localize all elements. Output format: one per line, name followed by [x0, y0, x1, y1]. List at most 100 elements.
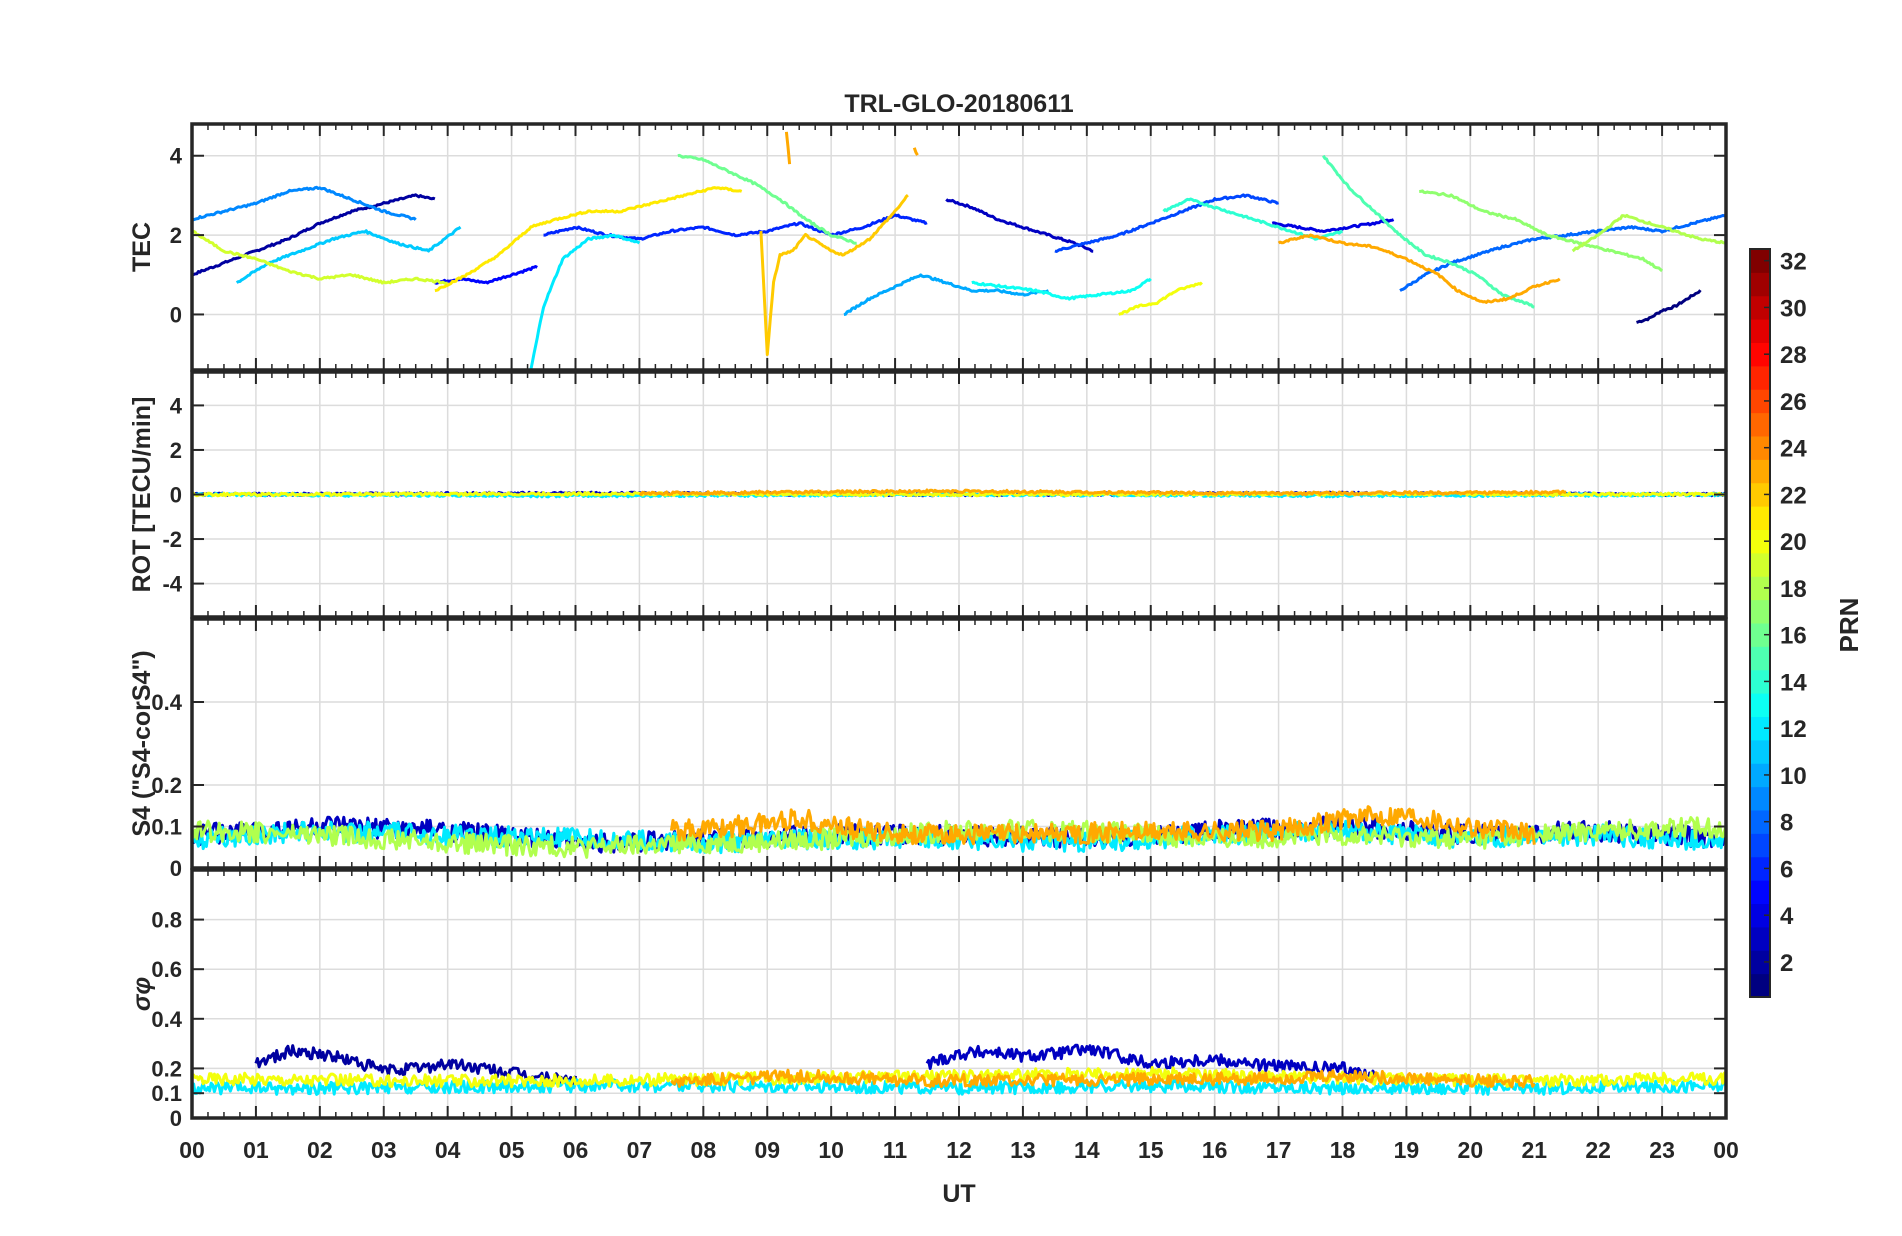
series-line-prn-11	[235, 225, 462, 284]
x-axis: 00 01 02 03 04 05 06 07 08 09 10 11 12 13 14 15 16 17 18 19…	[179, 1137, 1739, 1163]
colorbar-tick-label: 8	[1780, 810, 1793, 837]
sigma-phi-panel: 00.10.2 0.4 0.6 0.8 σφ	[128, 868, 1728, 1131]
colorbar-segment	[1750, 623, 1770, 647]
x-tick-label: 10	[818, 1137, 844, 1163]
x-tick-label: 08	[691, 1137, 717, 1163]
colorbar-tick-label: 16	[1780, 623, 1807, 650]
y-tick-label: 0.2	[151, 773, 182, 798]
series-line-prn-7	[1054, 193, 1279, 253]
series-line-prn-23	[784, 131, 792, 165]
x-tick-label: 20	[1458, 1137, 1484, 1163]
series-line-prn-23	[638, 488, 1567, 497]
colorbar-segment	[1750, 482, 1770, 507]
x-tick-label: 00	[179, 1137, 205, 1163]
series-line-prn-9	[192, 185, 417, 222]
colorbar-tick-label: 10	[1780, 763, 1807, 790]
y-tick-label: 0	[170, 302, 182, 327]
colorbar-segment	[1750, 436, 1770, 460]
colorbar-tick-label: 30	[1780, 295, 1807, 322]
x-axis-label: UT	[942, 1180, 975, 1208]
series-line-prn-16	[677, 153, 857, 245]
y-tick-label: 2	[170, 223, 182, 248]
colorbar-tick-label: 6	[1780, 856, 1793, 883]
y-axis-label: TEC	[128, 222, 156, 272]
colorbar-segment	[1750, 319, 1770, 343]
rot-panel: -4 -2 0 2 4 ROT [TECU/min]	[128, 370, 1728, 619]
colorbar-segment	[1750, 833, 1770, 858]
series-group	[192, 1043, 1726, 1096]
tec-panel: 0 2 4 TEC	[128, 122, 1728, 372]
x-tick-label: 02	[307, 1137, 333, 1163]
y-tick-label: 0.4	[151, 690, 182, 715]
series-line-prn-19	[192, 229, 449, 285]
series-line-prn-21	[434, 186, 743, 293]
colorbar-segment	[1750, 693, 1770, 717]
colorbar-segment	[1750, 249, 1770, 273]
colorbar-segment	[1750, 880, 1770, 904]
y-axis-label: S4 ("S4-corS4")	[128, 650, 156, 836]
s4-panel: 0 0.1 0.2 0.4S4 ("S4-corS4")	[128, 617, 1728, 881]
colorbar-tick-label: 22	[1780, 482, 1807, 509]
y-tick-label: 4	[170, 393, 183, 418]
y-tick-label: -2	[162, 527, 182, 552]
colorbar-segment	[1750, 669, 1770, 694]
y-tick-label: 0	[170, 1106, 182, 1131]
x-tick-label: 01	[243, 1137, 269, 1163]
colorbar-frame	[1749, 248, 1771, 998]
series-group	[192, 488, 1726, 499]
colorbar-segment	[1750, 506, 1770, 530]
colorbar-segment	[1750, 342, 1770, 367]
series-group	[192, 131, 1726, 370]
colorbar-segment	[1750, 856, 1770, 881]
series-line-prn-15	[1322, 154, 1535, 309]
x-tick-label: 17	[1266, 1137, 1292, 1163]
series-line-prn-23	[670, 1068, 1536, 1089]
y-axis-label: σφ	[128, 977, 156, 1011]
x-tick-label: 23	[1649, 1137, 1675, 1163]
colorbar-tick-label: 4	[1780, 903, 1794, 930]
y-tick-label: -4	[162, 572, 182, 597]
colorbar-segment	[1750, 739, 1770, 764]
series-line-prn-2	[192, 193, 436, 277]
colorbar-segment	[1750, 365, 1770, 390]
series-line-prn-2	[254, 1044, 577, 1087]
x-tick-label: 21	[1521, 1137, 1547, 1163]
colorbar-segment	[1750, 576, 1770, 601]
x-tick-label: 16	[1202, 1137, 1228, 1163]
colorbar-segment	[1750, 552, 1770, 577]
colorbar-segment	[1750, 295, 1770, 320]
panel-frame	[190, 868, 1728, 1120]
colorbar-segment	[1750, 786, 1770, 811]
x-tick-label: 22	[1585, 1137, 1611, 1163]
x-tick-label: 05	[499, 1137, 525, 1163]
colorbar-tick-label: 32	[1780, 249, 1807, 276]
y-tick-label: 0.6	[151, 957, 182, 982]
colorbar-segment	[1750, 389, 1770, 414]
colorbar-segment	[1750, 412, 1770, 437]
y-tick-label: 2	[170, 438, 182, 463]
x-tick-label: 19	[1394, 1137, 1420, 1163]
colorbar-segment	[1750, 950, 1770, 975]
series-line-prn-17	[1419, 189, 1664, 273]
colorbar-tick-label: 26	[1780, 389, 1807, 416]
colorbar-segment	[1750, 459, 1770, 484]
x-tick-label: 06	[563, 1137, 589, 1163]
colorbar-label: PRN	[1834, 598, 1864, 653]
colorbar-tick-label: 2	[1780, 950, 1793, 977]
colorbar-segment	[1750, 903, 1770, 928]
series-line-prn-3	[925, 1043, 1376, 1082]
y-tick-label: 0.1	[151, 815, 182, 840]
colorbar-segment	[1750, 646, 1770, 671]
series-line-prn-1	[1636, 289, 1702, 324]
x-tick-label: 15	[1138, 1137, 1164, 1163]
colorbar-tick-label: 28	[1780, 342, 1807, 369]
x-tick-label: 12	[946, 1137, 972, 1163]
colorbar-tick-label: 14	[1780, 669, 1807, 696]
colorbar-tick-label: 20	[1780, 529, 1807, 556]
series-line-prn-18	[1571, 213, 1726, 253]
series-line-prn-4	[1271, 218, 1395, 233]
series-line-prn-22	[759, 193, 909, 356]
x-tick-label: 07	[627, 1137, 653, 1163]
y-axis-label: ROT [TECU/min]	[128, 397, 156, 593]
